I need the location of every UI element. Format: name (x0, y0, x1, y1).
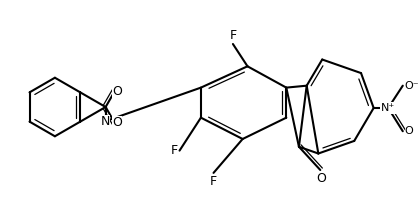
Text: N: N (101, 115, 110, 128)
Text: O⁻: O⁻ (405, 81, 419, 91)
Text: O: O (112, 116, 122, 129)
Text: F: F (210, 175, 217, 188)
Text: O: O (316, 172, 326, 185)
Text: O: O (405, 126, 414, 136)
Text: F: F (229, 29, 236, 42)
Text: N⁺: N⁺ (381, 103, 396, 113)
Text: O: O (112, 85, 122, 98)
Text: F: F (171, 144, 178, 157)
